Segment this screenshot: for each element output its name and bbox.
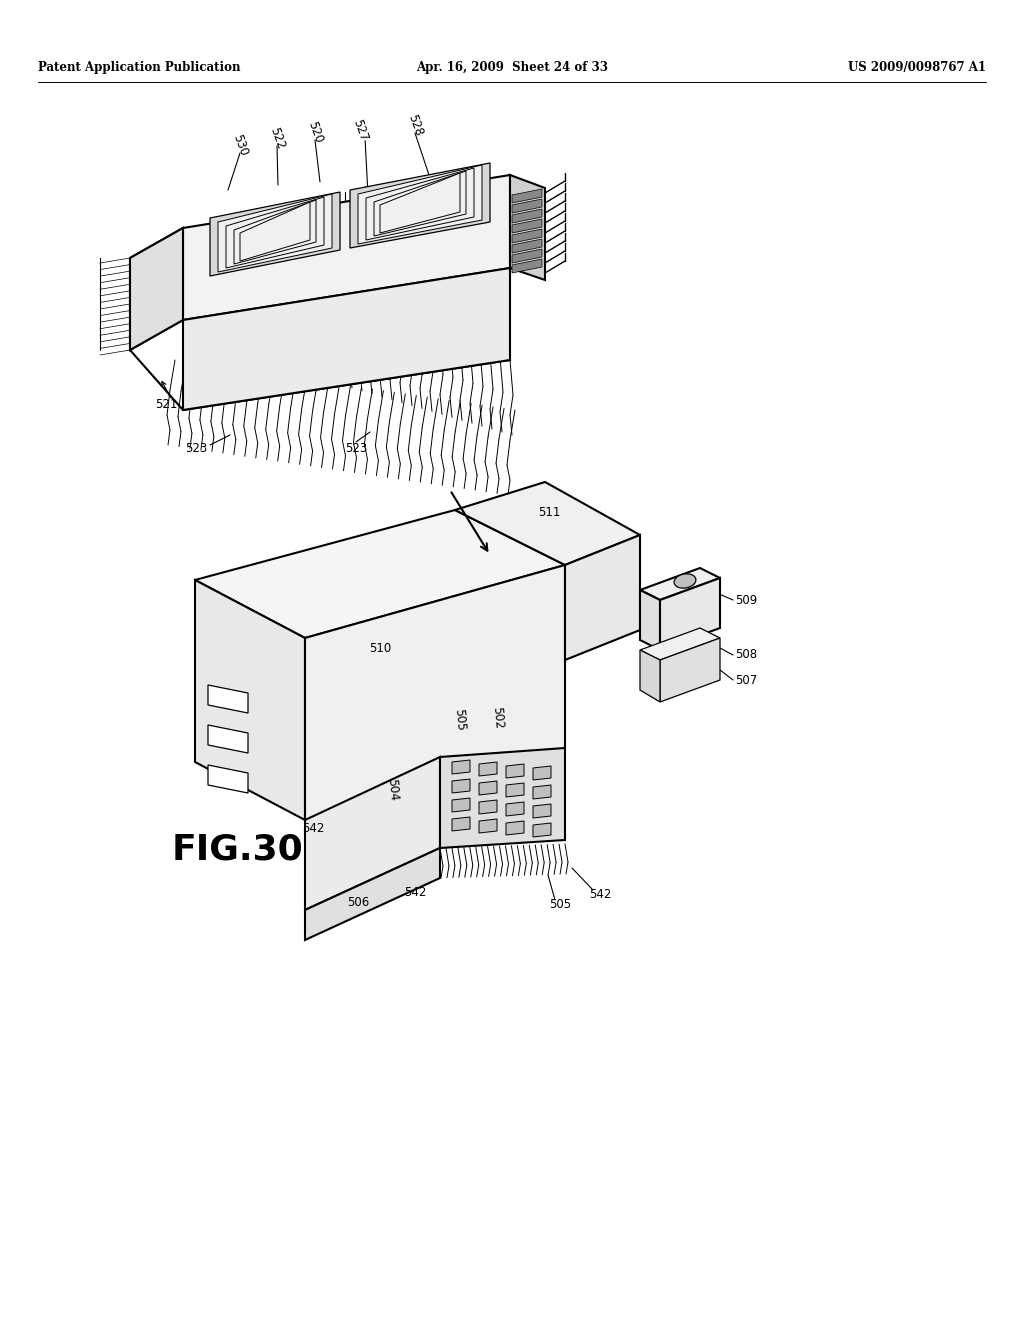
Polygon shape xyxy=(183,268,510,411)
Polygon shape xyxy=(512,228,542,243)
Polygon shape xyxy=(240,202,310,261)
Polygon shape xyxy=(305,565,565,820)
Text: 505: 505 xyxy=(549,899,571,912)
Polygon shape xyxy=(210,191,340,276)
Text: 506: 506 xyxy=(347,896,369,909)
Text: 542: 542 xyxy=(403,887,426,899)
Polygon shape xyxy=(208,725,248,752)
Text: 520: 520 xyxy=(305,119,325,145)
Text: 509: 509 xyxy=(735,594,758,606)
Text: Patent Application Publication: Patent Application Publication xyxy=(38,62,241,74)
Text: Apr. 16, 2009  Sheet 24 of 33: Apr. 16, 2009 Sheet 24 of 33 xyxy=(416,62,608,74)
Polygon shape xyxy=(374,172,466,236)
Polygon shape xyxy=(660,578,720,649)
Polygon shape xyxy=(358,165,482,244)
Polygon shape xyxy=(506,783,524,797)
Text: 505: 505 xyxy=(453,709,467,731)
Polygon shape xyxy=(208,685,248,713)
Polygon shape xyxy=(479,762,497,776)
Polygon shape xyxy=(512,259,542,273)
Text: 511: 511 xyxy=(538,506,560,519)
Polygon shape xyxy=(305,847,440,940)
Polygon shape xyxy=(512,199,542,213)
Text: 530: 530 xyxy=(230,132,250,157)
Polygon shape xyxy=(452,817,470,832)
Text: 521: 521 xyxy=(156,399,178,412)
Text: 507: 507 xyxy=(735,673,758,686)
Polygon shape xyxy=(660,638,720,702)
Polygon shape xyxy=(195,579,305,820)
Polygon shape xyxy=(305,756,440,909)
Polygon shape xyxy=(640,568,720,601)
Polygon shape xyxy=(534,766,551,780)
Polygon shape xyxy=(218,194,332,272)
Polygon shape xyxy=(512,219,542,234)
Polygon shape xyxy=(506,821,524,836)
Polygon shape xyxy=(479,800,497,814)
Polygon shape xyxy=(512,239,542,253)
Text: 542: 542 xyxy=(589,888,611,902)
Polygon shape xyxy=(640,649,660,702)
Polygon shape xyxy=(440,748,565,847)
Text: 510: 510 xyxy=(369,642,391,655)
Text: 527: 527 xyxy=(350,117,370,143)
Polygon shape xyxy=(350,162,490,248)
Polygon shape xyxy=(130,228,183,350)
Polygon shape xyxy=(455,482,640,565)
Text: 508: 508 xyxy=(735,648,757,661)
Text: 504: 504 xyxy=(386,779,400,801)
Polygon shape xyxy=(226,197,324,268)
Polygon shape xyxy=(380,173,460,234)
Ellipse shape xyxy=(674,574,696,589)
Polygon shape xyxy=(479,818,497,833)
Polygon shape xyxy=(640,590,660,649)
Text: 528: 528 xyxy=(406,112,425,137)
Polygon shape xyxy=(506,803,524,816)
Polygon shape xyxy=(640,628,720,660)
Polygon shape xyxy=(534,822,551,837)
Text: 502: 502 xyxy=(490,706,506,730)
Polygon shape xyxy=(534,804,551,818)
Polygon shape xyxy=(452,779,470,793)
Polygon shape xyxy=(510,176,545,280)
Polygon shape xyxy=(512,189,542,203)
Polygon shape xyxy=(195,510,565,638)
Polygon shape xyxy=(208,766,248,793)
Polygon shape xyxy=(479,781,497,795)
Text: 522: 522 xyxy=(267,125,287,150)
Polygon shape xyxy=(452,799,470,812)
Text: US 2009/0098767 A1: US 2009/0098767 A1 xyxy=(848,62,986,74)
Text: FIG.30: FIG.30 xyxy=(172,833,304,867)
Polygon shape xyxy=(512,249,542,263)
Text: 523: 523 xyxy=(185,441,207,454)
Polygon shape xyxy=(452,760,470,774)
Polygon shape xyxy=(183,176,510,319)
Polygon shape xyxy=(534,785,551,799)
Polygon shape xyxy=(366,168,474,240)
Polygon shape xyxy=(565,535,640,660)
Polygon shape xyxy=(512,209,542,223)
Polygon shape xyxy=(506,764,524,777)
Text: 523: 523 xyxy=(345,441,368,454)
Text: 542: 542 xyxy=(302,821,325,834)
Polygon shape xyxy=(234,201,316,264)
